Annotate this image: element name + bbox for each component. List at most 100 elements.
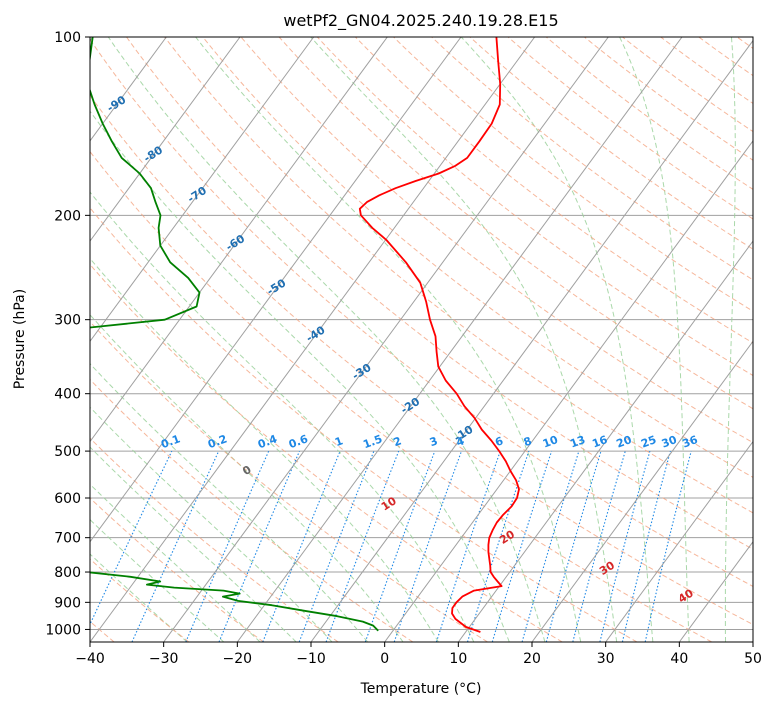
mixing-ratio-label: 0.1 [159, 432, 182, 451]
x-tick-label: −20 [223, 651, 253, 667]
moist-adiabat-line [90, 446, 297, 642]
isotherm-line [90, 37, 315, 343]
isotherm-line [90, 37, 536, 642]
mixing-ratio-line [298, 450, 375, 642]
mixing-ratio-label: 1.5 [361, 432, 384, 451]
mixing-ratio-label: 1 [333, 434, 345, 449]
dry-adiabat-line [90, 320, 488, 642]
moist-adiabat-line [310, 37, 618, 642]
profiles [90, 37, 520, 633]
line-labels: -100-90-80-70-60-50-40-30-20-10010203040… [105, 93, 700, 606]
moist-adiabat-line [90, 483, 261, 642]
y-tick-label: 700 [54, 531, 81, 547]
moist-adiabat-line [107, 37, 546, 642]
x-axis-label: Temperature (°C) [360, 681, 482, 697]
mixing-ratio-line [218, 450, 301, 642]
x-tick-label: 20 [523, 651, 541, 667]
dry-adiabat-line [469, 37, 753, 250]
moist-adiabat-line [90, 553, 188, 642]
mixing-ratio-line [325, 450, 400, 642]
temperature-profile-line [358, 37, 520, 633]
isotherm-line [90, 37, 388, 443]
dry-adiabat-line [355, 37, 753, 344]
mixing-ratio-label: 25 [639, 433, 658, 450]
y-tick-label: 300 [54, 313, 81, 329]
moist-adiabat-line [90, 314, 404, 642]
mixing-ratio-line [435, 450, 501, 642]
mixing-ratio-label: 6 [493, 434, 505, 449]
dry-adiabat-line [240, 37, 753, 444]
dry-adiabats [90, 37, 753, 642]
dry-adiabat-line [90, 94, 753, 626]
moist-adiabat-line [90, 518, 225, 642]
isotherm-line [90, 37, 167, 142]
y-tick-label: 1000 [45, 622, 81, 638]
moist-adiabat-line [90, 257, 439, 642]
dry-adiabat-line [164, 37, 753, 514]
y-tick-label: 200 [54, 208, 81, 224]
dry-adiabat-line [584, 37, 753, 161]
isotherm-line [310, 39, 753, 642]
mixing-ratio-label: 10 [541, 433, 560, 451]
moist-adiabats [90, 37, 736, 642]
mixing-ratio-label: 3 [428, 434, 440, 449]
x-tick-label: −40 [75, 651, 105, 667]
moist-adiabat-line [724, 37, 736, 642]
x-tick-label: 30 [597, 651, 615, 667]
y-tick-label: 400 [54, 387, 81, 403]
moist-adiabat-line [90, 362, 369, 642]
y-tick-label: 600 [54, 491, 81, 507]
mixing-ratio-label: 30 [660, 433, 679, 451]
isotherm-line [605, 440, 753, 642]
mixing-ratio-line [393, 450, 463, 642]
x-tick-label: 10 [449, 651, 467, 667]
mixing-ratio-line [491, 450, 553, 642]
isotherm-line [531, 340, 753, 642]
y-axis-ticks: 100 200 300 400 500 600 700 800 900 1000 [45, 30, 90, 638]
moist-adiabat-line [619, 37, 690, 642]
isotherm-line [384, 140, 753, 642]
mixing-ratio-label: 4 [454, 434, 466, 449]
mixing-ratio-label: 13 [568, 433, 587, 450]
dry-adiabat-line [393, 37, 753, 312]
mixing-ratio-line [185, 450, 270, 642]
y-tick-label: 500 [54, 444, 81, 460]
dry-adiabat-line [90, 263, 563, 642]
mixing-ratio-line [466, 450, 530, 642]
x-axis-ticks: −40 −30 −20 −10 0 10 20 30 40 50 [75, 642, 762, 667]
mixing-ratio-label: 0.4 [256, 432, 279, 451]
dry-adiabat-line [278, 37, 753, 410]
isotherm-line [90, 37, 241, 242]
y-tick-label: 800 [54, 565, 81, 581]
y-axis-label: Pressure (hPa) [12, 289, 28, 389]
moist-adiabat-line [90, 406, 333, 642]
mixing-ratio-label: 8 [522, 434, 534, 449]
mixing-ratio-label: 20 [615, 433, 634, 451]
plot-frame [89, 36, 754, 643]
dry-adiabat-line [316, 37, 753, 377]
x-tick-label: −30 [149, 651, 179, 667]
isotherm-line [457, 240, 753, 642]
moist-adiabat-line [195, 37, 582, 642]
dry-adiabat-line [90, 497, 264, 642]
dewpoint-profile-line [90, 37, 379, 632]
mixing-ratio-line [364, 450, 436, 642]
y-tick-label: 900 [54, 595, 81, 611]
mixing-ratio-label: 0.6 [287, 432, 310, 451]
dry-adiabat-line [90, 207, 638, 642]
x-tick-label: 40 [670, 651, 688, 667]
dry-adiabat-line [90, 38, 753, 587]
x-tick-label: 50 [744, 651, 762, 667]
mixing-ratio-label: 16 [590, 433, 609, 451]
mixing-ratio-label: 2 [392, 434, 404, 449]
chart-title: wetPf2_GN04.2025.240.19.28.E15 [283, 11, 558, 31]
mixing-ratio-lines [90, 450, 692, 642]
mixing-ratio-line [90, 450, 173, 626]
isotherm-line [163, 37, 609, 642]
moist-adiabat-line [460, 37, 654, 642]
mixing-ratio-line [131, 450, 220, 642]
isotherm-line [236, 37, 683, 642]
moist-adiabat-line [90, 191, 475, 642]
mixing-ratio-line [521, 450, 580, 642]
